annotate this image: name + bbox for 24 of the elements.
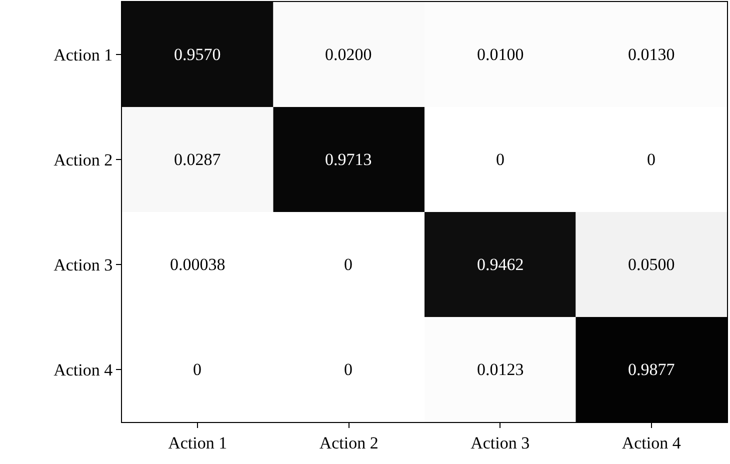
- y-tick-label: Action 4: [54, 360, 114, 380]
- data-label: 0.0287: [174, 150, 222, 169]
- data-label: 0: [344, 255, 352, 274]
- data-label: 0.0123: [477, 360, 524, 379]
- data-label: 0: [647, 150, 656, 169]
- data-label: 0.0200: [325, 45, 372, 64]
- data-label: 0: [344, 360, 352, 379]
- y-tick-label: Action 1: [54, 45, 113, 64]
- x-tick-label: Action 3: [470, 433, 530, 452]
- data-label: 0.0130: [628, 45, 675, 64]
- data-label: 0: [193, 360, 202, 379]
- data-label: 0.9462: [477, 255, 524, 274]
- x-tick-label: Action 1: [168, 433, 228, 452]
- y-tick-label: Action 3: [54, 255, 113, 274]
- x-tick-label: Action 2: [319, 433, 378, 452]
- x-tick-label: Action 4: [622, 433, 682, 452]
- y-tick-label: Action 2: [54, 150, 113, 170]
- data-label: 0.9570: [174, 45, 221, 64]
- data-label: 0.9877: [628, 360, 676, 379]
- data-label: 0.0500: [628, 255, 675, 274]
- data-label: 0.00038: [170, 255, 226, 274]
- data-label: 0.0100: [477, 45, 524, 64]
- data-label: 0.9713: [325, 150, 372, 169]
- data-label: 0: [496, 150, 504, 169]
